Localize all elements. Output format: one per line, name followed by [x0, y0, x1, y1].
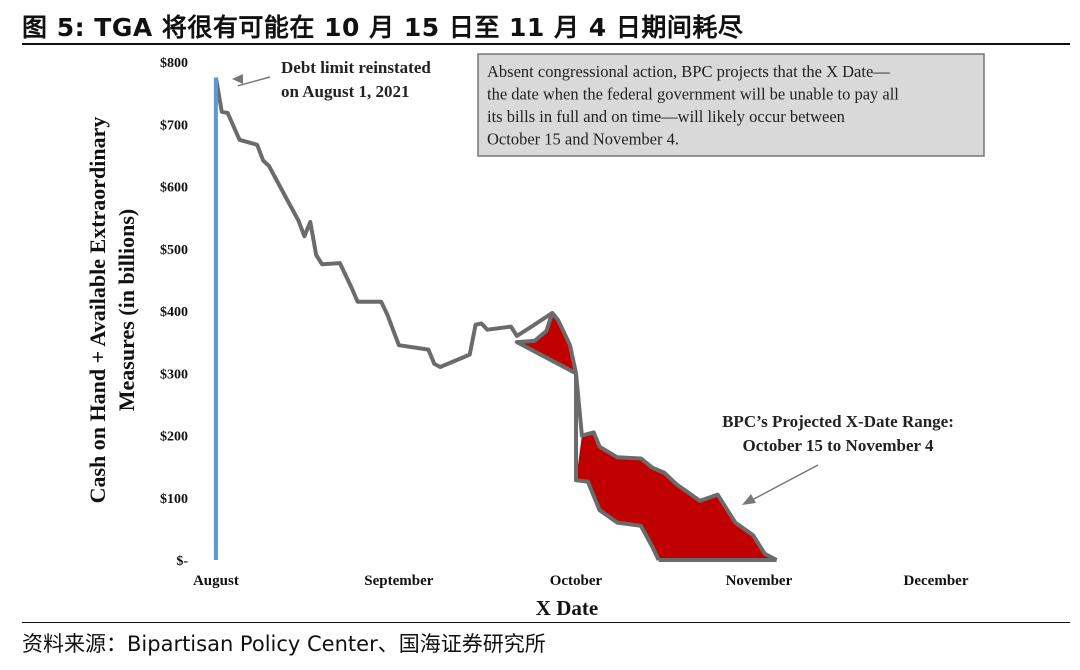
y-tick-label: $100	[160, 492, 188, 507]
figure-title: 图 5: TGA 将很有可能在 10 月 15 日至 11 月 4 日期间耗尽	[22, 13, 744, 42]
annotation-box-text: October 15 and November 4.	[487, 130, 679, 149]
y-axis-label: Cash on Hand + Available Extraordinary	[85, 117, 110, 504]
annotation-range-text: BPC’s Projected X-Date Range:	[722, 412, 954, 431]
y-axis: $- $100 $200 $300 $400 $500 $600 $700 $800	[160, 56, 188, 569]
projected-range-fill-october	[576, 432, 777, 560]
y-tick-label: $700	[160, 118, 188, 133]
annotation-box	[477, 53, 985, 157]
annotation-box-text: the date when the federal government wil…	[487, 85, 899, 104]
source-rule	[22, 622, 1070, 623]
y-tick-label: $500	[160, 243, 188, 258]
annotation-debt-limit-text: Debt limit reinstated	[281, 58, 431, 77]
series-lines	[213, 77, 778, 562]
annotation-debt-limit-arrowhead	[232, 74, 243, 84]
x-tick-label: November	[726, 573, 793, 589]
annotation-debt-limit-text: on August 1, 2021	[281, 82, 409, 101]
x-tick-label: December	[904, 573, 969, 589]
series-lower-line-october	[574, 373, 661, 561]
annotations: Debt limit reinstated on August 1, 2021 BP…	[232, 53, 985, 505]
x-tick-label: September	[364, 573, 433, 589]
x-axis: August September October November December	[193, 573, 969, 589]
x-tick-label: October	[550, 573, 603, 589]
annotation-range-arrow	[751, 464, 819, 501]
y-tick-label: $800	[160, 56, 188, 71]
title-rule	[22, 43, 1070, 45]
series-lower-line-september	[514, 312, 577, 376]
y-tick-label: $-	[176, 554, 188, 569]
chart: $- $100 $200 $300 $400 $500 $600 $700 $800 Augus…	[85, 53, 985, 620]
x-axis-label: X Date	[536, 596, 598, 620]
series-upper-line	[213, 77, 778, 562]
x-tick-label: August	[193, 573, 239, 589]
annotation-box-text: its bills in full and on time—will likel…	[487, 107, 845, 126]
y-axis-label-line2: Measures (in billions)	[114, 209, 139, 412]
annotation-box-text: Absent congressional action, BPC project…	[487, 62, 890, 81]
annotation-range-text: October 15 to November 4	[742, 436, 934, 455]
y-tick-label: $600	[160, 181, 188, 196]
annotation-range-arrowhead	[742, 494, 756, 505]
y-tick-label: $400	[160, 305, 188, 320]
source-note: 资料来源：Bipartisan Policy Center、国海证券研究所	[22, 632, 546, 656]
y-tick-label: $200	[160, 430, 188, 445]
y-tick-label: $300	[160, 367, 188, 382]
annotation-debt-limit-arrow	[237, 76, 271, 87]
